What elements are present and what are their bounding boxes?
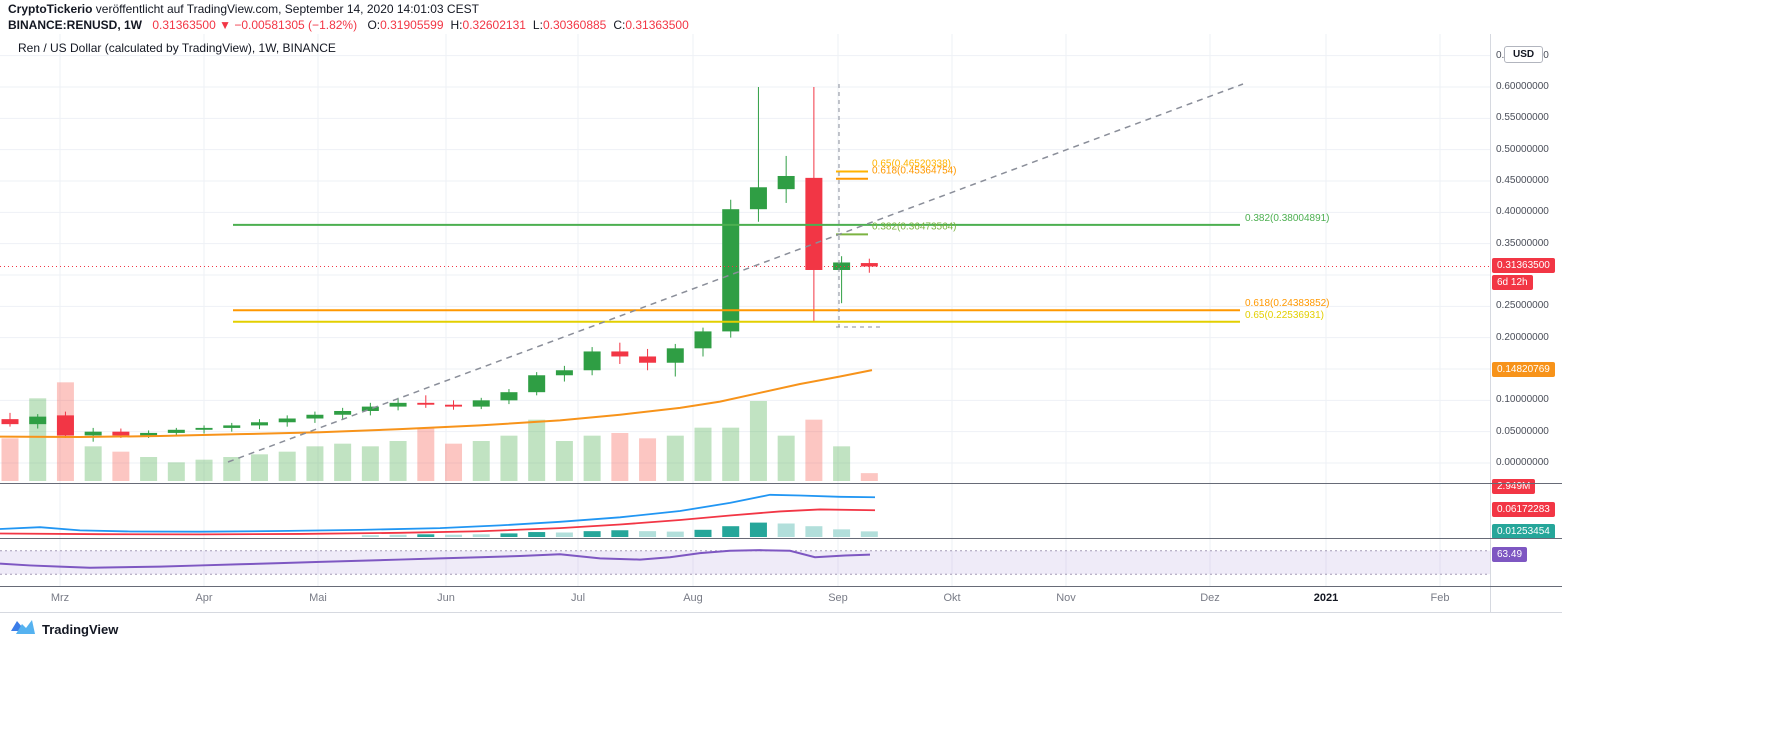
attribution-text: veröffentlicht auf TradingView.com, Sept… bbox=[92, 2, 479, 16]
fib-level-label: 0.65(0.46520338) bbox=[872, 158, 951, 169]
time-axis-label: Dez bbox=[1200, 592, 1220, 604]
price-change: ▼ −0.00581305 (−1.82%) bbox=[219, 18, 358, 32]
candles bbox=[1, 86, 878, 442]
time-axis-separator bbox=[0, 586, 1562, 587]
ohlc-label: O: bbox=[367, 18, 381, 32]
tradingview-logo-icon[interactable] bbox=[10, 618, 36, 640]
pane-separator[interactable] bbox=[0, 538, 1562, 539]
chart-canvas[interactable]: 0.382(0.38004891)0.618(0.24383852)0.65(0… bbox=[0, 0, 1490, 612]
fib-guides[interactable] bbox=[836, 84, 880, 328]
axis-badge: 2.949M bbox=[1492, 479, 1536, 494]
axis-badge: 6d 12h bbox=[1492, 275, 1533, 291]
time-axis-label: Jun bbox=[437, 592, 455, 604]
volume-bars bbox=[1, 382, 878, 481]
axis-badge: 0.06172283 bbox=[1492, 502, 1555, 518]
ohlc-value: 0.31905599 bbox=[380, 18, 444, 32]
header: CryptoTickerio veröffentlicht auf Tradin… bbox=[0, 0, 1780, 34]
ohlc-label: L: bbox=[532, 18, 543, 32]
time-axis[interactable]: Mrz Apr Mai Jun Jul Aug Sep Okt Nov Dez 2021 Feb bbox=[0, 587, 1562, 612]
footer: TradingView bbox=[10, 618, 118, 640]
axis-badge: 0.31363500 bbox=[1492, 258, 1555, 274]
price-axis-label: 0.05000000 bbox=[1496, 425, 1549, 437]
time-axis-label: Okt bbox=[943, 592, 961, 604]
trend-line[interactable] bbox=[227, 83, 1244, 463]
publisher-name: CryptoTickerio bbox=[8, 2, 93, 16]
indicator-blue-line bbox=[0, 493, 876, 533]
indicator-red-line bbox=[0, 508, 876, 536]
attribution-line: CryptoTickerio veröffentlicht auf Tradin… bbox=[8, 2, 479, 16]
price-axis-label: 0.55000000 bbox=[1496, 112, 1549, 124]
price-axis-label: 0.40000000 bbox=[1496, 206, 1549, 218]
fib-level-label: 0.618(0.24383852) bbox=[1245, 298, 1330, 309]
time-axis-label: Mai bbox=[309, 592, 327, 604]
indicator-histogram bbox=[361, 522, 878, 537]
time-axis-label: Nov bbox=[1056, 592, 1076, 604]
price-axis-label: 0.45000000 bbox=[1496, 174, 1549, 186]
time-axis-label: Sep bbox=[828, 592, 848, 604]
ohlc-value: 0.31363500 bbox=[625, 18, 689, 32]
fib-retracement-minor[interactable]: 0.65(0.46520338)0.618(0.45364754) 0.382(0… bbox=[836, 158, 957, 236]
grid-lines bbox=[0, 34, 1490, 586]
time-axis-label: Mrz bbox=[50, 592, 70, 604]
ohlc-value: 0.32602131 bbox=[462, 18, 526, 32]
ohlc-values: O:0.31905599 H:0.32602131 L:0.30360885 C:0.… bbox=[360, 18, 688, 32]
time-axis-label: Jul bbox=[570, 592, 586, 604]
time-axis-label: Aug bbox=[683, 592, 703, 604]
chart-bottom-border bbox=[0, 612, 1562, 613]
price-axis-label: 0.60000000 bbox=[1496, 80, 1549, 92]
price-axis-label: 0.10000000 bbox=[1496, 394, 1549, 406]
price-axis-label: 0.25000000 bbox=[1496, 300, 1549, 312]
rsi-line bbox=[0, 549, 871, 569]
brand-name[interactable]: TradingView bbox=[42, 621, 119, 637]
fib-level-label: 0.382(0.36473564) bbox=[872, 221, 957, 232]
time-axis-label: 2021 bbox=[1313, 592, 1339, 604]
fib-level-label: 0.618(0.45364754) bbox=[872, 166, 957, 177]
fib-level-label: 0.65(0.22536931) bbox=[1245, 310, 1324, 321]
time-axis-label: Apr bbox=[195, 592, 213, 604]
time-axis-label: Feb bbox=[1430, 592, 1450, 604]
ohlc-value: 0.30360885 bbox=[542, 18, 607, 32]
ohlc-label: C: bbox=[613, 18, 626, 32]
currency-toggle-button[interactable]: USD bbox=[1504, 46, 1544, 63]
price-axis-label: 0.50000000 bbox=[1496, 143, 1549, 155]
rsi-band bbox=[0, 550, 1490, 575]
price-axis[interactable]: 0.650000000.600000000.550000000.50000000… bbox=[1490, 34, 1562, 612]
fib-retracement-major[interactable]: 0.382(0.38004891) 0.618(0.24383852)0.65(0… bbox=[233, 213, 1330, 323]
ohlc-label: H: bbox=[450, 18, 463, 32]
axis-badge: 0.14820769 bbox=[1492, 362, 1555, 378]
price-axis-label: 0.35000000 bbox=[1496, 237, 1549, 249]
symbol-name[interactable]: BINANCE:RENUSD, 1W bbox=[8, 18, 143, 32]
axis-badge: 0.01253454 bbox=[1492, 524, 1555, 540]
axis-badge: 63.49 bbox=[1492, 546, 1528, 562]
ma-line bbox=[0, 369, 873, 438]
chart-title: Ren / US Dollar (calculated by TradingVi… bbox=[18, 41, 336, 55]
pane-separator[interactable] bbox=[0, 483, 1562, 484]
last-price: 0.31363500 bbox=[152, 18, 216, 32]
price-axis-label: 0.00000000 bbox=[1496, 457, 1549, 468]
price-axis-label: 0.20000000 bbox=[1496, 331, 1549, 343]
symbol-info-line: BINANCE:RENUSD, 1W 0.31363500 ▼ −0.00581… bbox=[8, 18, 689, 32]
fib-level-label: 0.382(0.38004891) bbox=[1245, 213, 1330, 224]
